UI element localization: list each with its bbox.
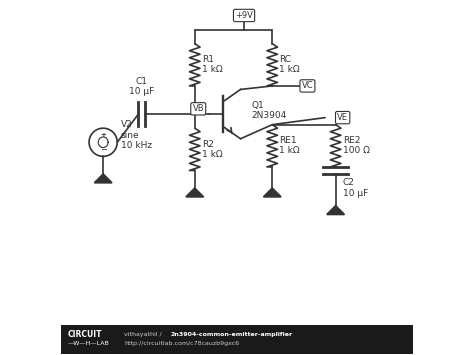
Text: +: +: [100, 132, 106, 137]
Text: 2n3904-common-emitter-amplifier: 2n3904-common-emitter-amplifier: [170, 332, 292, 337]
Text: C2
10 μF: C2 10 μF: [343, 178, 368, 198]
Text: −: −: [100, 146, 107, 154]
Text: VB: VB: [192, 104, 204, 113]
Text: R1
1 kΩ: R1 1 kΩ: [202, 55, 222, 75]
Text: VE: VE: [337, 113, 348, 122]
Text: C1
10 μF: C1 10 μF: [129, 77, 155, 97]
Text: RE1
1 kΩ: RE1 1 kΩ: [279, 136, 300, 155]
Text: CIRCUIT: CIRCUIT: [68, 330, 102, 339]
Polygon shape: [327, 206, 345, 214]
Text: Q1
2N3904: Q1 2N3904: [251, 101, 286, 120]
Text: RE2
100 Ω: RE2 100 Ω: [343, 136, 370, 155]
Polygon shape: [264, 188, 281, 197]
Text: R2
1 kΩ: R2 1 kΩ: [202, 140, 222, 159]
Polygon shape: [186, 188, 203, 197]
Bar: [61, 326, 413, 354]
Text: http://circuitlab.com/c78cauzb9gxc6: http://circuitlab.com/c78cauzb9gxc6: [124, 340, 239, 345]
Text: vithayathil /: vithayathil /: [124, 332, 164, 337]
Polygon shape: [94, 174, 112, 183]
Text: V2
sine
10 kHz: V2 sine 10 kHz: [121, 120, 152, 150]
Text: VC: VC: [301, 81, 313, 91]
Text: RC
1 kΩ: RC 1 kΩ: [279, 55, 300, 75]
Text: —W—H—LAB: —W—H—LAB: [68, 340, 109, 345]
Text: +9V: +9V: [235, 11, 253, 20]
